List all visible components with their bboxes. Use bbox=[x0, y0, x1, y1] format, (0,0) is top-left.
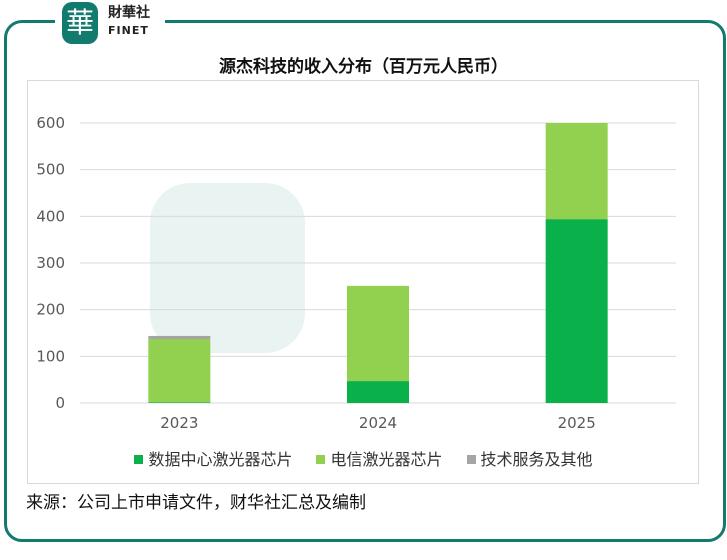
bar-segment bbox=[148, 339, 211, 403]
bar-segment bbox=[148, 335, 211, 340]
y-tick-label: 600 bbox=[36, 114, 65, 132]
y-tick-label: 0 bbox=[55, 394, 65, 412]
y-tick-label: 100 bbox=[36, 347, 65, 365]
chart-title: 源杰科技的收入分布（百万元人民币） bbox=[219, 57, 508, 77]
legend-label: 数据中心激光器芯片 bbox=[148, 450, 293, 469]
bar-segment bbox=[347, 381, 409, 403]
x-tick-label: 2023 bbox=[160, 414, 198, 432]
bar-segment bbox=[148, 402, 211, 403]
y-tick-label: 300 bbox=[36, 254, 65, 272]
x-tick-label: 2024 bbox=[359, 414, 397, 432]
card-frame bbox=[4, 20, 726, 542]
y-tick-label: 200 bbox=[36, 301, 65, 319]
bar-segment bbox=[347, 285, 409, 382]
x-tick-label: 2025 bbox=[558, 414, 596, 432]
watermark-logo bbox=[150, 183, 305, 353]
logo-name-en: FINET bbox=[108, 24, 149, 37]
legend-label: 技术服务及其他 bbox=[480, 450, 593, 469]
plot-area bbox=[27, 80, 699, 484]
legend-swatch bbox=[316, 455, 326, 464]
legend: 数据中心激光器芯片 电信激光器芯片 技术服务及其他 bbox=[0, 446, 727, 470]
bar-segment bbox=[545, 219, 608, 403]
logo-name-cn: 財華社 bbox=[108, 5, 150, 21]
source-note: 来源：公司上市申请文件，财华社汇总及编制 bbox=[26, 493, 366, 513]
legend-label: 电信激光器芯片 bbox=[330, 450, 443, 469]
legend-swatch bbox=[466, 455, 476, 464]
y-tick-label: 500 bbox=[36, 161, 65, 179]
legend-swatch bbox=[134, 455, 144, 464]
legend-item: 技术服务及其他 bbox=[466, 450, 593, 469]
logo-mark: 華 bbox=[62, 2, 98, 44]
legend-item: 数据中心激光器芯片 bbox=[134, 450, 292, 469]
bar-segment bbox=[545, 123, 608, 220]
legend-item: 电信激光器芯片 bbox=[316, 450, 443, 469]
y-tick-label: 400 bbox=[36, 207, 65, 225]
